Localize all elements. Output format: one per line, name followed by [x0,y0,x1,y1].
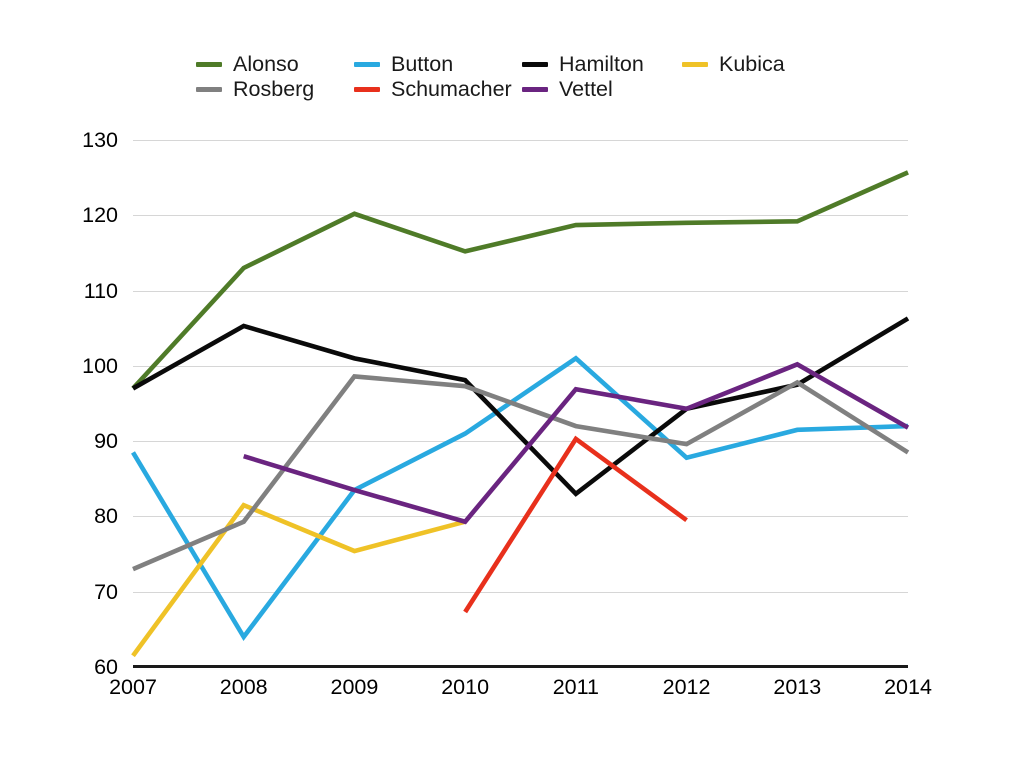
x-axis-tick-label: 2011 [552,675,599,699]
legend-item-schumacher[interactable]: Schumacher [354,77,522,102]
plot-area [131,140,910,668]
y-axis-tick-labels: 130 120 110 100 90 80 70 60 [58,129,118,678]
legend-swatch-vettel-icon [522,87,548,92]
x-axis-tick-labels: 2007 2008 2009 2010 2011 2012 2013 2014 [109,672,932,704]
gridline [133,215,908,217]
x-axis-tick-label: 2013 [773,675,822,699]
x-axis-tick-label: 2012 [662,675,711,699]
gridline [133,441,908,443]
y-axis-tick-label: 90 [94,429,118,454]
x-axis-tick-label: 2007 [109,675,157,699]
legend-label: Button [391,52,454,76]
legend-label: Schumacher [391,77,512,101]
legend-item-alonso[interactable]: Alonso [196,52,354,77]
legend-swatch-schumacher-icon [354,87,380,92]
y-axis-tick-label: 70 [94,579,118,604]
y-axis-tick-label: 120 [82,203,118,228]
series-line-kubica [131,502,466,658]
legend-label: Rosberg [233,77,315,101]
legend-item-vettel[interactable]: Vettel [522,77,682,102]
series-lines [131,170,910,658]
series-line-hamilton [131,316,910,497]
series-line-rosberg [132,373,910,572]
legend-item-button[interactable]: Button [354,52,522,77]
gridline [133,591,908,593]
legend-label: Hamilton [559,52,644,76]
legend-label: Vettel [559,77,613,101]
legend-label: Alonso [233,52,299,76]
legend-swatch-hamilton-icon [522,62,548,67]
gridline [133,365,908,367]
x-axis-tick-label: 2014 [884,675,932,699]
gridline [133,516,908,518]
y-axis-tick-label: 130 [82,128,118,152]
x-axis-line [133,665,908,668]
x-axis-tick-label: 2008 [219,675,268,699]
gridline [133,290,908,292]
series-line-button [131,355,909,641]
y-axis-tick-label: 100 [82,353,118,378]
legend-swatch-kubica-icon [682,62,708,67]
y-axis-tick-label: 80 [94,504,118,529]
series-line-alonso [131,170,909,390]
legend-item-rosberg[interactable]: Rosberg [196,77,354,102]
legend-swatch-alonso-icon [196,62,222,67]
legend-swatch-rosberg-icon [196,87,222,92]
series-line-vettel [243,361,910,525]
y-axis-tick-label: 110 [83,278,118,303]
legend-item-kubica[interactable]: Kubica [682,52,812,77]
x-axis-tick-label: 2009 [330,675,379,699]
legend-swatch-button-icon [354,62,380,67]
gridline [133,140,908,141]
legend-label: Kubica [719,52,785,76]
x-axis-tick-label: 2010 [441,675,490,699]
y-axis-tick-label: 60 [94,655,118,679]
series-line-schumacher [463,435,688,614]
chart-legend: Alonso Button Hamilton Kubica Rosberg Schumac… [196,52,796,102]
legend-item-hamilton[interactable]: Hamilton [522,52,682,77]
